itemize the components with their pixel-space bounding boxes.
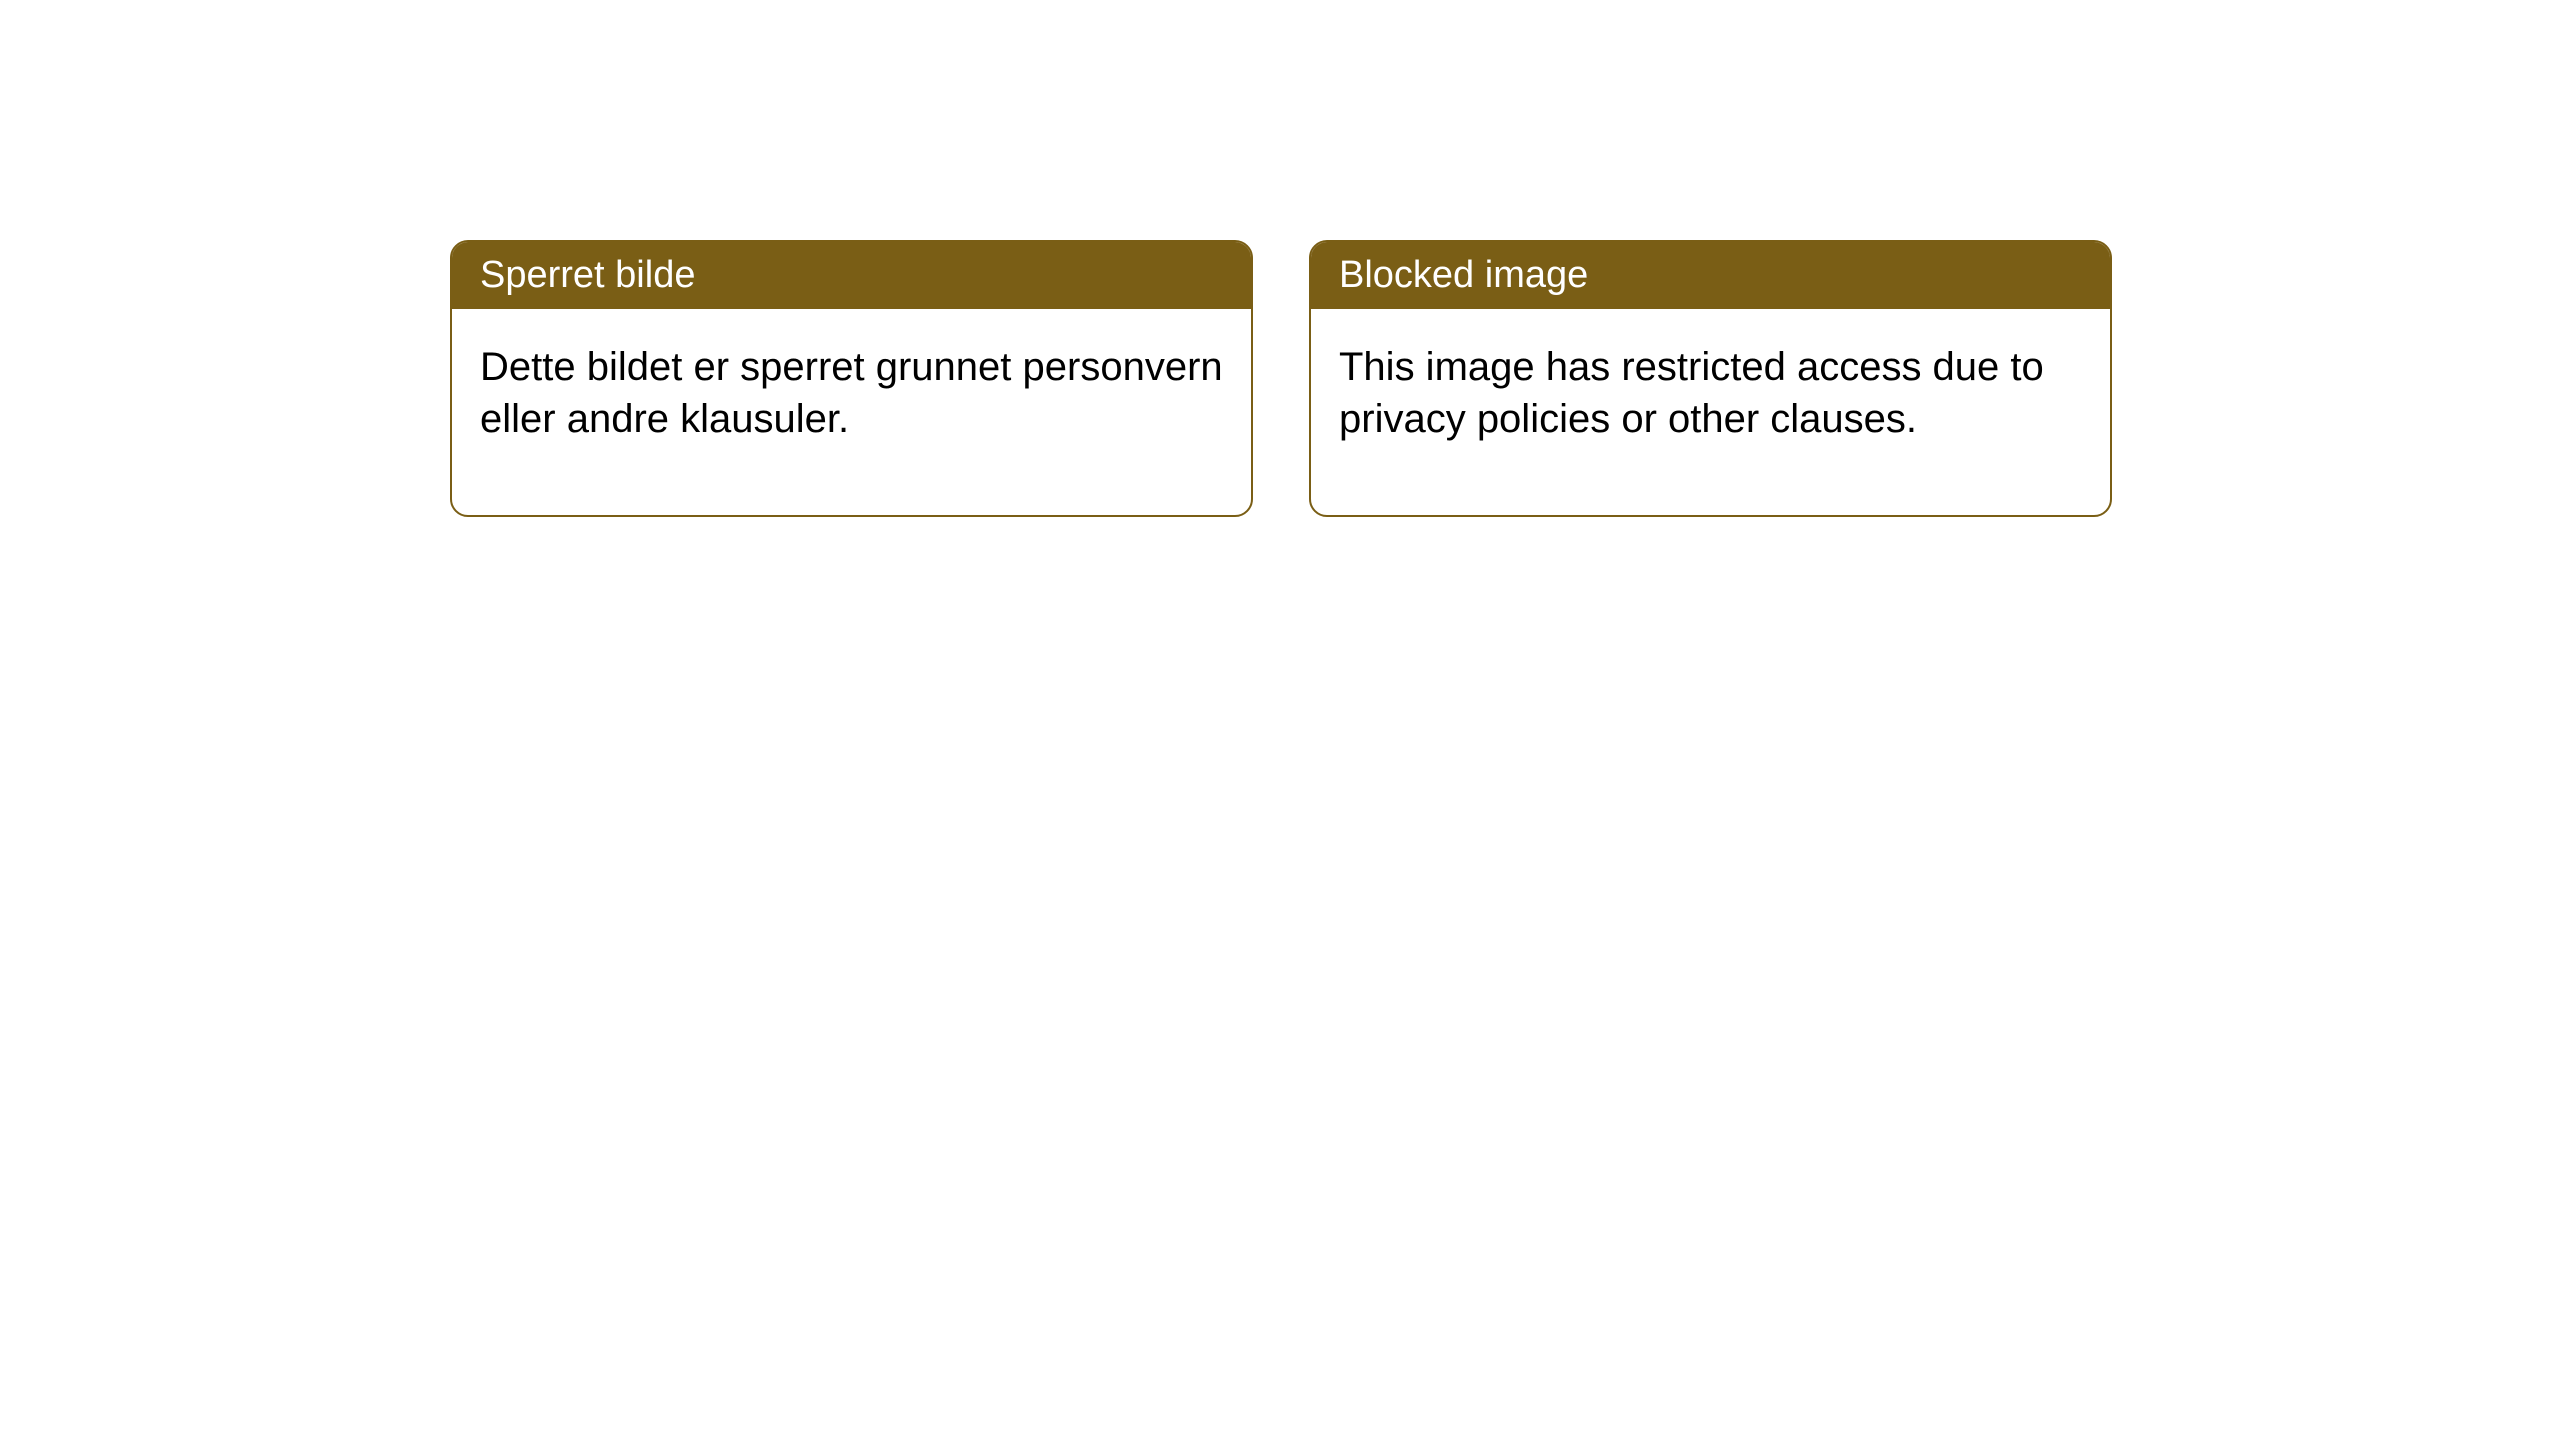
notice-message: Dette bildet er sperret grunnet personve… (480, 345, 1223, 441)
notice-body: This image has restricted access due to … (1311, 309, 2110, 515)
notice-message: This image has restricted access due to … (1339, 345, 2044, 441)
notice-container: Sperret bilde Dette bildet er sperret gr… (450, 240, 2112, 517)
notice-card-english: Blocked image This image has restricted … (1309, 240, 2112, 517)
notice-header: Sperret bilde (452, 242, 1251, 309)
notice-body: Dette bildet er sperret grunnet personve… (452, 309, 1251, 515)
notice-title: Sperret bilde (480, 254, 695, 296)
notice-card-norwegian: Sperret bilde Dette bildet er sperret gr… (450, 240, 1253, 517)
notice-header: Blocked image (1311, 242, 2110, 309)
notice-title: Blocked image (1339, 254, 1588, 296)
